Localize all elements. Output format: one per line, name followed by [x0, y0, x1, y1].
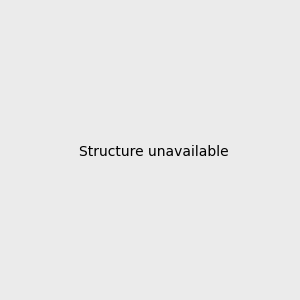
- Text: Structure unavailable: Structure unavailable: [79, 145, 229, 158]
